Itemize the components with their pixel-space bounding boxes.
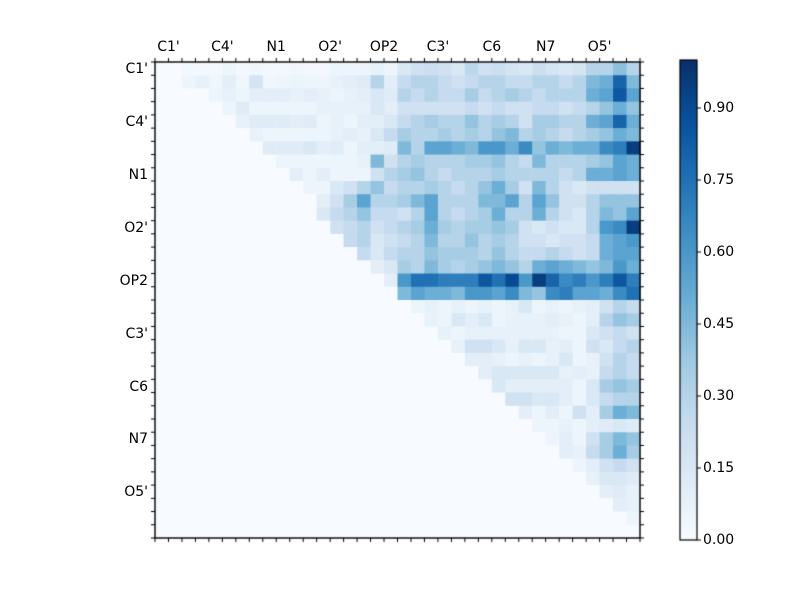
colorbar-tick-label: 0.45 bbox=[703, 316, 735, 332]
y-tick-label: O5' bbox=[124, 484, 148, 501]
x-tick-label: OP2 bbox=[369, 39, 399, 55]
x-tick-label: C4' bbox=[211, 39, 234, 55]
y-tick-label: C4' bbox=[125, 114, 148, 131]
x-tick-label: N1 bbox=[266, 39, 286, 55]
y-tick-label: OP2 bbox=[119, 272, 148, 289]
y-tick-label: C3' bbox=[125, 325, 148, 342]
y-tick-label: N7 bbox=[128, 431, 148, 448]
y-tick-label: C6 bbox=[129, 378, 148, 395]
colorbar-tick-label: 0.90 bbox=[703, 100, 735, 116]
colorbar-tick-label: 0.15 bbox=[703, 460, 735, 476]
x-tick-label: N7 bbox=[535, 39, 556, 55]
x-tick-label: C1' bbox=[157, 39, 180, 55]
x-tick-label: O2' bbox=[318, 39, 343, 55]
y-tick-label: O2' bbox=[124, 219, 148, 236]
y-tick-label: C1' bbox=[125, 61, 148, 78]
colorbar-tick-label: 0.75 bbox=[703, 172, 735, 188]
x-tick-label: O5' bbox=[587, 39, 612, 55]
x-tick-label: C3' bbox=[426, 39, 450, 55]
colorbar-tick-label: 0.30 bbox=[703, 388, 735, 404]
colorbar-tick-label: 0.00 bbox=[703, 532, 735, 548]
x-tick-label: C6 bbox=[482, 39, 502, 55]
y-tick-label: N1 bbox=[128, 167, 148, 184]
colorbar-tick-label: 0.60 bbox=[703, 244, 735, 260]
